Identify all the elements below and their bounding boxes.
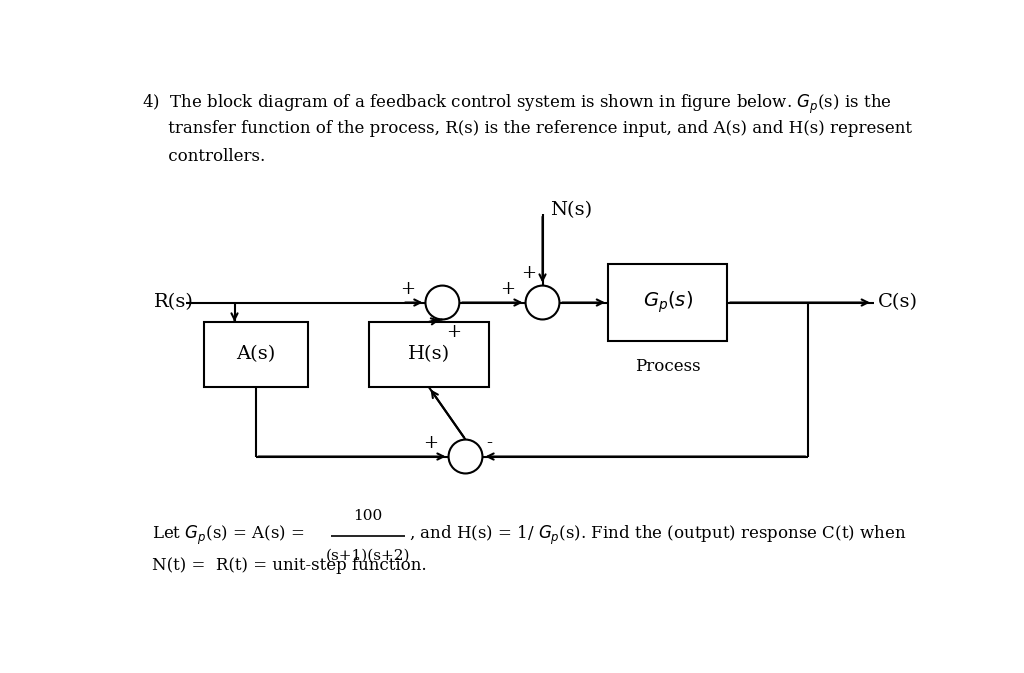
Text: Process: Process xyxy=(635,358,700,375)
Text: +: + xyxy=(446,323,461,341)
Text: controllers.: controllers. xyxy=(142,148,265,165)
Text: $G_p(s)$: $G_p(s)$ xyxy=(643,290,692,315)
Text: 100: 100 xyxy=(353,509,382,523)
Text: R(s): R(s) xyxy=(154,293,194,312)
Text: 4)  The block diagram of a feedback control system is shown in figure below. $G_: 4) The block diagram of a feedback contr… xyxy=(142,92,892,116)
Text: transfer function of the process, R(s) is the reference input, and A(s) and H(s): transfer function of the process, R(s) i… xyxy=(142,120,912,137)
Text: (s+1)(s+2): (s+1)(s+2) xyxy=(326,549,410,563)
Text: +: + xyxy=(424,434,438,452)
Text: Let $G_p$(s) = A(s) =: Let $G_p$(s) = A(s) = xyxy=(153,524,306,547)
Text: +: + xyxy=(400,280,416,298)
Text: C(s): C(s) xyxy=(878,293,918,312)
Bar xyxy=(204,322,307,387)
Text: N(s): N(s) xyxy=(550,201,592,219)
Text: , and H(s) = 1/ $G_p$(s). Find the (output) response C(t) when: , and H(s) = 1/ $G_p$(s). Find the (outp… xyxy=(409,524,906,547)
Text: H(s): H(s) xyxy=(408,345,450,363)
Text: +: + xyxy=(521,264,537,283)
Bar xyxy=(370,322,488,387)
Text: A(s): A(s) xyxy=(237,345,275,363)
Text: N(t) =  R(t) = unit-step function.: N(t) = R(t) = unit-step function. xyxy=(153,557,427,573)
Bar xyxy=(608,264,727,341)
Text: -: - xyxy=(486,434,493,452)
Text: +: + xyxy=(501,280,515,298)
